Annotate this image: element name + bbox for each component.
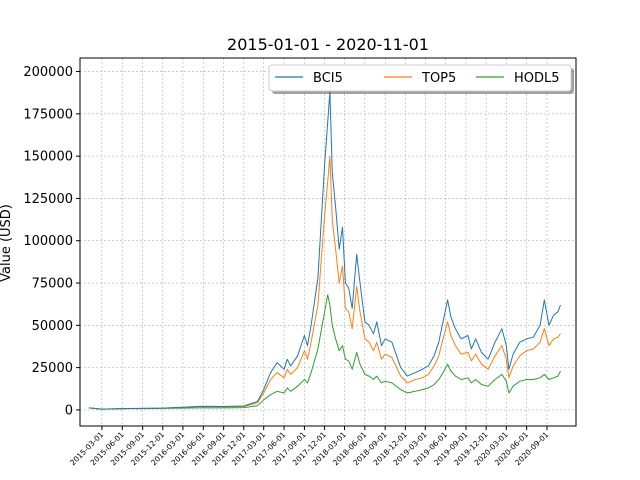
y-tick-label: 25000 — [32, 361, 73, 376]
series-line-hodl5 — [88, 294, 561, 410]
chart-title: 2015-01-01 - 2020-11-01 — [227, 35, 429, 54]
y-tick-label: 100000 — [23, 234, 73, 249]
y-tick-label: 75000 — [32, 277, 73, 292]
legend-label-top5: TOP5 — [421, 71, 456, 86]
y-axis-label: Value (USD) — [0, 204, 14, 282]
series-line-top5 — [88, 155, 561, 410]
legend-label-hodl5: HODL5 — [514, 71, 560, 86]
y-axis: 0 25000 50000 75000 100000 125000 150000 175000… — [23, 65, 80, 418]
axes-frame — [79, 57, 577, 427]
y-tick-label: 175000 — [23, 107, 73, 122]
plot-area — [88, 91, 561, 410]
y-tick-label: 0 — [65, 403, 73, 418]
legend-box — [268, 64, 572, 92]
grid — [80, 58, 576, 426]
series-line-bci5 — [88, 91, 561, 410]
y-tick-label: 125000 — [23, 192, 73, 207]
legend: BCI5 TOP5 HODL5 — [268, 64, 574, 94]
y-tick-label: 200000 — [23, 65, 73, 80]
legend-label-bci5: BCI5 — [313, 71, 343, 86]
y-tick-label: 150000 — [23, 150, 73, 165]
y-tick-label: 50000 — [32, 319, 73, 334]
